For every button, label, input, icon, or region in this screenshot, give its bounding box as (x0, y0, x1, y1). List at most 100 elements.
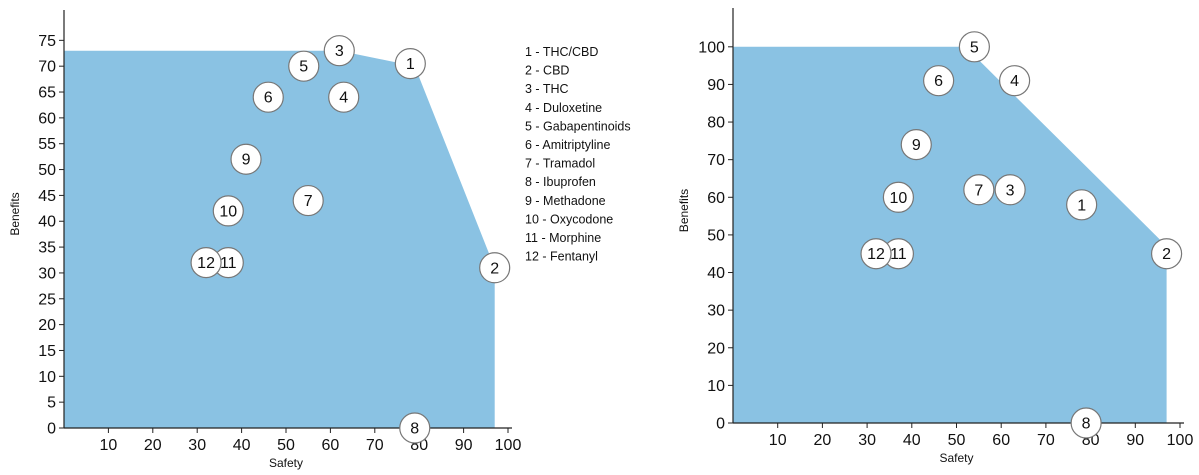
x-tick-label: 30 (188, 437, 206, 454)
x-tick-label: 90 (455, 437, 473, 454)
y-tick-label: 70 (707, 152, 725, 169)
legend-item: 11 - Morphine (525, 231, 601, 245)
point-marker-label: 10 (889, 190, 907, 207)
point-marker: 4 (328, 81, 360, 113)
legend-item: 1 - THC/CBD (525, 45, 598, 59)
point-marker-label: 4 (339, 90, 348, 107)
x-tick-label: 10 (100, 437, 118, 454)
x-tick-label: 50 (948, 432, 966, 449)
point-marker: 2 (479, 252, 511, 284)
y-tick-label: 25 (38, 291, 56, 308)
y-tick-label: 40 (38, 214, 56, 231)
y-tick-label: 60 (38, 110, 56, 127)
y-tick-label: 55 (38, 136, 56, 153)
point-marker: 1 (1066, 189, 1098, 221)
legend-item: 8 - Ibuprofen (525, 175, 596, 189)
y-tick-label: 70 (38, 59, 56, 76)
point-marker-circle (999, 65, 1031, 97)
point-marker: 7 (963, 174, 995, 206)
point-marker-label: 3 (335, 43, 344, 60)
point-marker-label: 4 (1010, 73, 1019, 90)
y-tick-label: 0 (716, 416, 725, 433)
y-tick-label: 0 (47, 421, 56, 438)
point-marker: 5 (288, 50, 320, 82)
point-marker-label: 9 (912, 137, 921, 154)
point-marker: 12 (190, 246, 222, 279)
point-marker: 3 (994, 174, 1026, 206)
point-marker-label: 9 (242, 152, 251, 169)
legend-item: 7 - Tramadol (525, 157, 595, 171)
frontier-area (733, 46, 1167, 424)
point-marker: 8 (1070, 407, 1102, 439)
point-marker: 2 (1150, 238, 1183, 270)
point-marker-label: 1 (1077, 197, 1086, 214)
point-marker-circle (860, 238, 892, 270)
point-marker-label: 6 (264, 90, 273, 107)
point-marker-circle (958, 31, 990, 63)
point-marker: 9 (900, 129, 932, 161)
y-tick-label: 30 (707, 303, 725, 320)
point-marker-circle (190, 246, 222, 279)
legend-item: 12 - Fentanyl (525, 250, 598, 264)
x-tick-label: 50 (277, 437, 295, 454)
point-marker-label: 12 (197, 255, 215, 272)
point-marker-circle (479, 252, 511, 284)
point-marker-circle (323, 35, 355, 67)
y-tick-label: 30 (38, 265, 56, 282)
point-marker-label: 2 (490, 260, 499, 277)
legend: 1 - THC/CBD 2 - CBD 3 - THC 4 - Duloxetine 5… (525, 45, 631, 264)
y-tick-label: 50 (38, 162, 56, 179)
y-tick-label: 65 (38, 85, 56, 102)
point-marker-label: 7 (304, 193, 313, 210)
x-tick-label: 100 (495, 437, 522, 454)
point-marker-label: 11 (890, 246, 907, 263)
point-marker-label: 10 (219, 203, 237, 220)
legend-item: 9 - Methadone (525, 194, 606, 208)
point-marker: 4 (999, 65, 1031, 97)
point-marker: 10 (212, 195, 244, 227)
point-marker: 5 (958, 31, 990, 63)
y-tick-label: 40 (707, 265, 725, 282)
point-marker: 12 (860, 238, 892, 270)
y-axis-label: Benefits (677, 189, 691, 232)
point-marker: 11 (882, 238, 914, 270)
x-axis-label: Safety (939, 451, 973, 465)
point-marker: 6 (252, 81, 284, 113)
y-tick-label: 20 (707, 340, 725, 357)
legend-item: 6 - Amitriptyline (525, 138, 610, 152)
point-marker-circle (1066, 189, 1098, 221)
point-marker-circle (252, 81, 284, 113)
point-marker-label: 3 (1006, 182, 1015, 199)
legend-item: 2 - CBD (525, 64, 569, 78)
x-tick-label: 40 (903, 432, 921, 449)
point-marker-label: 7 (974, 182, 983, 199)
y-tick-label: 100 (698, 39, 725, 56)
y-tick-label: 80 (707, 115, 725, 132)
legend-item: 10 - Oxycodone (525, 212, 613, 226)
point-marker: 8 (399, 412, 431, 444)
x-tick-label: 60 (992, 432, 1010, 449)
point-marker-circle (394, 47, 426, 80)
point-marker-label: 12 (867, 246, 885, 263)
point-marker-circle (882, 181, 914, 213)
point-marker: 10 (882, 181, 914, 213)
x-tick-label: 10 (769, 432, 787, 449)
y-tick-label: 90 (707, 77, 725, 94)
legend-item: 4 - Duloxetine (525, 101, 602, 115)
point-marker-circle (288, 50, 320, 82)
y-tick-label: 35 (38, 240, 56, 257)
point-marker-circle (1150, 238, 1183, 270)
x-tick-label: 90 (1126, 432, 1144, 449)
point-marker-label: 1 (406, 56, 415, 73)
point-marker-circle (328, 81, 360, 113)
point-marker-label: 8 (1082, 416, 1091, 433)
point-marker-label: 5 (299, 59, 308, 76)
y-tick-label: 5 (47, 395, 56, 412)
point-marker-circle (994, 174, 1026, 206)
y-tick-label: 75 (38, 33, 56, 50)
point-marker-circle (923, 65, 955, 97)
x-tick-label: 30 (858, 432, 876, 449)
point-marker-circle (963, 174, 995, 206)
x-tick-label: 40 (233, 437, 251, 454)
